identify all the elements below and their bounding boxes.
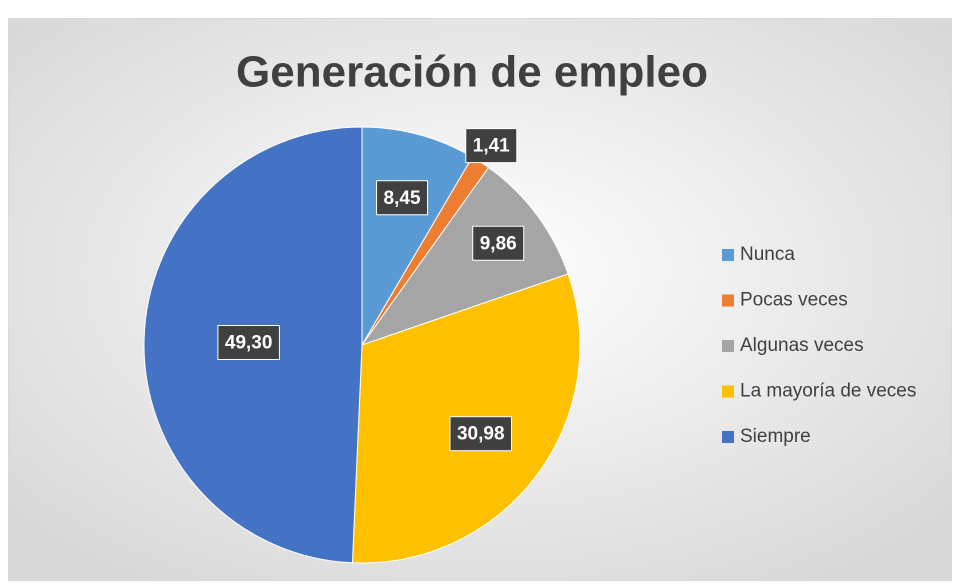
legend-swatch — [722, 294, 734, 307]
data-label-box — [472, 225, 525, 261]
data-label-box — [465, 128, 518, 164]
legend-label: Pocas veces — [740, 290, 848, 311]
legend-swatch — [722, 385, 734, 398]
legend-label: La mayoría de veces — [740, 381, 916, 402]
legend-label: Algunas veces — [740, 335, 864, 356]
legend-swatch — [722, 249, 734, 261]
data-label-text: 49,30 — [225, 333, 273, 354]
data-label-text: 30,98 — [457, 424, 505, 445]
legend-label: Nunca — [740, 244, 795, 265]
data-label-text: 1,41 — [473, 136, 510, 157]
pie-slice — [360, 166, 569, 346]
data-label-box — [376, 180, 429, 216]
chart-title: Generación de empleo — [236, 48, 708, 97]
data-label-text: 8,45 — [384, 188, 421, 209]
data-label-box — [217, 325, 280, 361]
legend-label: Siempre — [740, 426, 811, 447]
data-label-text: 9,86 — [480, 233, 517, 254]
legend-swatch — [722, 431, 734, 443]
legend-swatch — [722, 340, 734, 352]
data-label-box — [449, 416, 513, 452]
